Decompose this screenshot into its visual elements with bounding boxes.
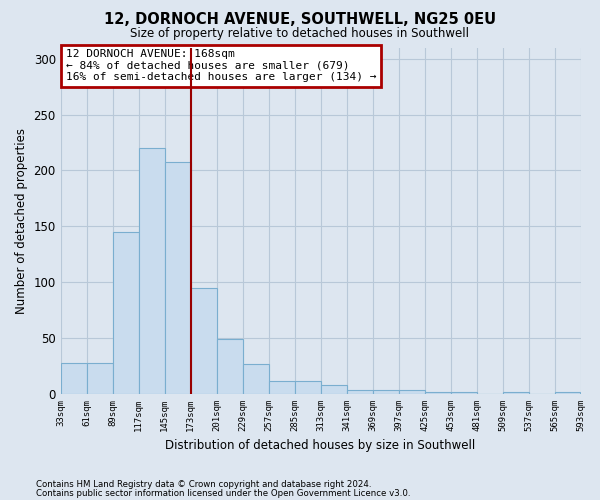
X-axis label: Distribution of detached houses by size in Southwell: Distribution of detached houses by size …	[166, 440, 476, 452]
Bar	[86, 363, 113, 394]
Bar	[113, 232, 139, 394]
Text: Size of property relative to detached houses in Southwell: Size of property relative to detached ho…	[131, 28, 470, 40]
Bar	[320, 385, 347, 394]
Bar	[269, 380, 295, 394]
Text: 12, DORNOCH AVENUE, SOUTHWELL, NG25 0EU: 12, DORNOCH AVENUE, SOUTHWELL, NG25 0EU	[104, 12, 496, 28]
Text: 12 DORNOCH AVENUE: 168sqm
← 84% of detached houses are smaller (679)
16% of semi: 12 DORNOCH AVENUE: 168sqm ← 84% of detac…	[66, 49, 376, 82]
Text: Contains public sector information licensed under the Open Government Licence v3: Contains public sector information licen…	[36, 488, 410, 498]
Bar	[425, 392, 451, 394]
Text: Contains HM Land Registry data © Crown copyright and database right 2024.: Contains HM Land Registry data © Crown c…	[36, 480, 371, 489]
Bar	[398, 390, 425, 394]
Bar	[139, 148, 164, 394]
Bar	[503, 392, 529, 394]
Bar	[554, 392, 580, 394]
Y-axis label: Number of detached properties: Number of detached properties	[15, 128, 28, 314]
Bar	[451, 392, 476, 394]
Bar	[373, 390, 398, 394]
Bar	[242, 364, 269, 394]
Bar	[61, 363, 86, 394]
Bar	[164, 162, 191, 394]
Bar	[217, 340, 242, 394]
Bar	[347, 390, 373, 394]
Bar	[295, 380, 320, 394]
Bar	[191, 288, 217, 394]
